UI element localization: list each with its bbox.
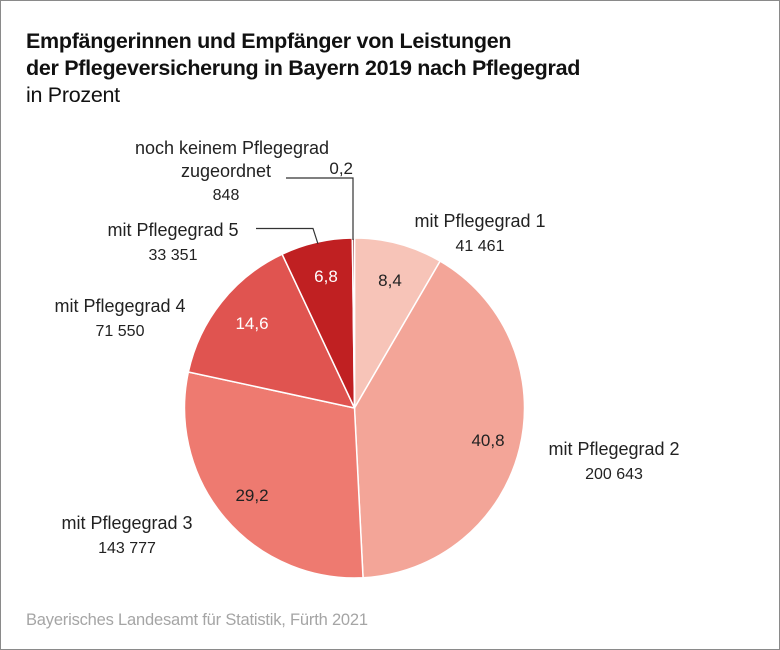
label-pg3: mit Pflegegrad 3 [61, 513, 192, 533]
chart-subtitle: in Prozent [26, 83, 120, 107]
pct-label-pg4: 14,6 [235, 314, 268, 333]
pct-label-unassigned: 0,2 [329, 159, 353, 178]
label-pg5: mit Pflegegrad 5 [107, 220, 238, 240]
count-unassigned: 848 [213, 187, 240, 204]
leader-line-unassigned [286, 177, 354, 240]
pie-slices [183, 237, 526, 579]
count-pg3: 143 777 [98, 540, 156, 557]
pie-slice-pg2 [353, 260, 526, 579]
label-unassigned-line-2: zugeordnet [181, 161, 271, 181]
pie-slice-pg1 [353, 237, 441, 409]
label-pg2: mit Pflegegrad 2 [548, 439, 679, 459]
percent-labels: 8,4 40,8 29,2 14,6 6,8 0,2 [235, 159, 504, 505]
pie-slice-pg3 [183, 371, 364, 579]
chart-title: Empfängerinnen und Empfänger von Leistun… [26, 28, 580, 82]
leader-line-pg5 [256, 227, 319, 245]
count-pg1: 41 461 [456, 238, 505, 255]
pct-label-pg3: 29,2 [235, 486, 268, 505]
pct-label-pg1: 8,4 [378, 271, 402, 290]
category-labels: mit Pflegegrad 1 41 461 mit Pflegegrad 2… [54, 138, 679, 557]
leader-lines [256, 177, 354, 245]
count-pg4: 71 550 [96, 323, 145, 340]
label-unassigned-line-1: noch keinem Pflegegrad [135, 138, 329, 158]
pie-slice-pg4 [187, 253, 356, 409]
count-pg2: 200 643 [585, 466, 643, 483]
title-line-2: der Pflegeversicherung in Bayern 2019 na… [26, 56, 581, 80]
label-pg1: mit Pflegegrad 1 [414, 211, 545, 231]
label-pg4: mit Pflegegrad 4 [54, 296, 185, 316]
pct-label-pg5: 6,8 [314, 267, 338, 286]
source-note: Bayerisches Landesamt für Statistik, Für… [26, 611, 368, 629]
title-line-1: Empfängerinnen und Empfänger von Leistun… [26, 29, 512, 53]
count-pg5: 33 351 [149, 247, 198, 264]
pct-label-pg2: 40,8 [471, 431, 504, 450]
